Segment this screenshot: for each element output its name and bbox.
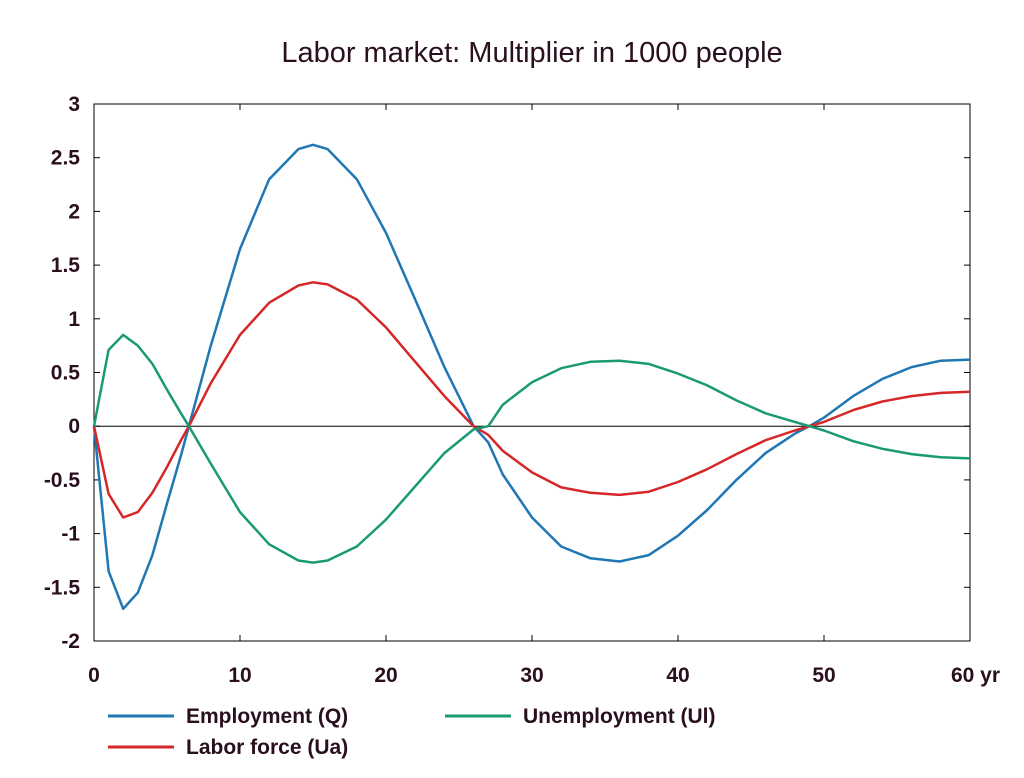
y-axis: 3 2.5 2 1.5 1 0.5 0 -0.5 -1 -1.5 -2 (44, 93, 970, 653)
y-tick-label: 1.5 (51, 254, 81, 277)
series-lines (92, 143, 971, 611)
x-tick-label: 0 (88, 664, 100, 687)
x-tick-label: 40 (666, 664, 689, 687)
y-tick-label: -1.5 (44, 576, 81, 599)
y-tick-label: 2 (68, 200, 80, 223)
y-tick-label: 0.5 (51, 362, 81, 385)
y-tick-label: 0 (68, 415, 80, 438)
legend: Employment (Q) Labor force (Ua) Unemployme… (108, 705, 716, 759)
x-tick-label: 10 (228, 664, 251, 687)
y-tick-label: -2 (61, 630, 80, 653)
x-tick-label: 60 yr (951, 664, 1000, 687)
x-tick-label: 30 (520, 664, 543, 687)
y-tick-label: 2.5 (51, 147, 81, 170)
plot-area (93, 103, 971, 642)
series-line-1 (92, 143, 971, 611)
y-tick-label: 1 (68, 308, 80, 331)
series-line-2 (92, 281, 971, 519)
x-axis: 0 10 20 30 40 50 60 yr (88, 104, 1000, 687)
x-tick-label: 20 (374, 664, 397, 687)
y-tick-label: 3 (68, 93, 80, 116)
y-tick-label: -1 (61, 523, 80, 546)
legend-label: Unemployment (Ul) (523, 705, 716, 728)
legend-label: Labor force (Ua) (186, 736, 348, 759)
x-tick-label: 50 (812, 664, 835, 687)
y-tick-label: -0.5 (44, 469, 81, 492)
plot-frame (93, 103, 971, 642)
legend-label: Employment (Q) (186, 705, 348, 728)
chart-title: Labor market: Multiplier in 1000 people (281, 37, 782, 69)
series-line-3 (92, 333, 971, 564)
